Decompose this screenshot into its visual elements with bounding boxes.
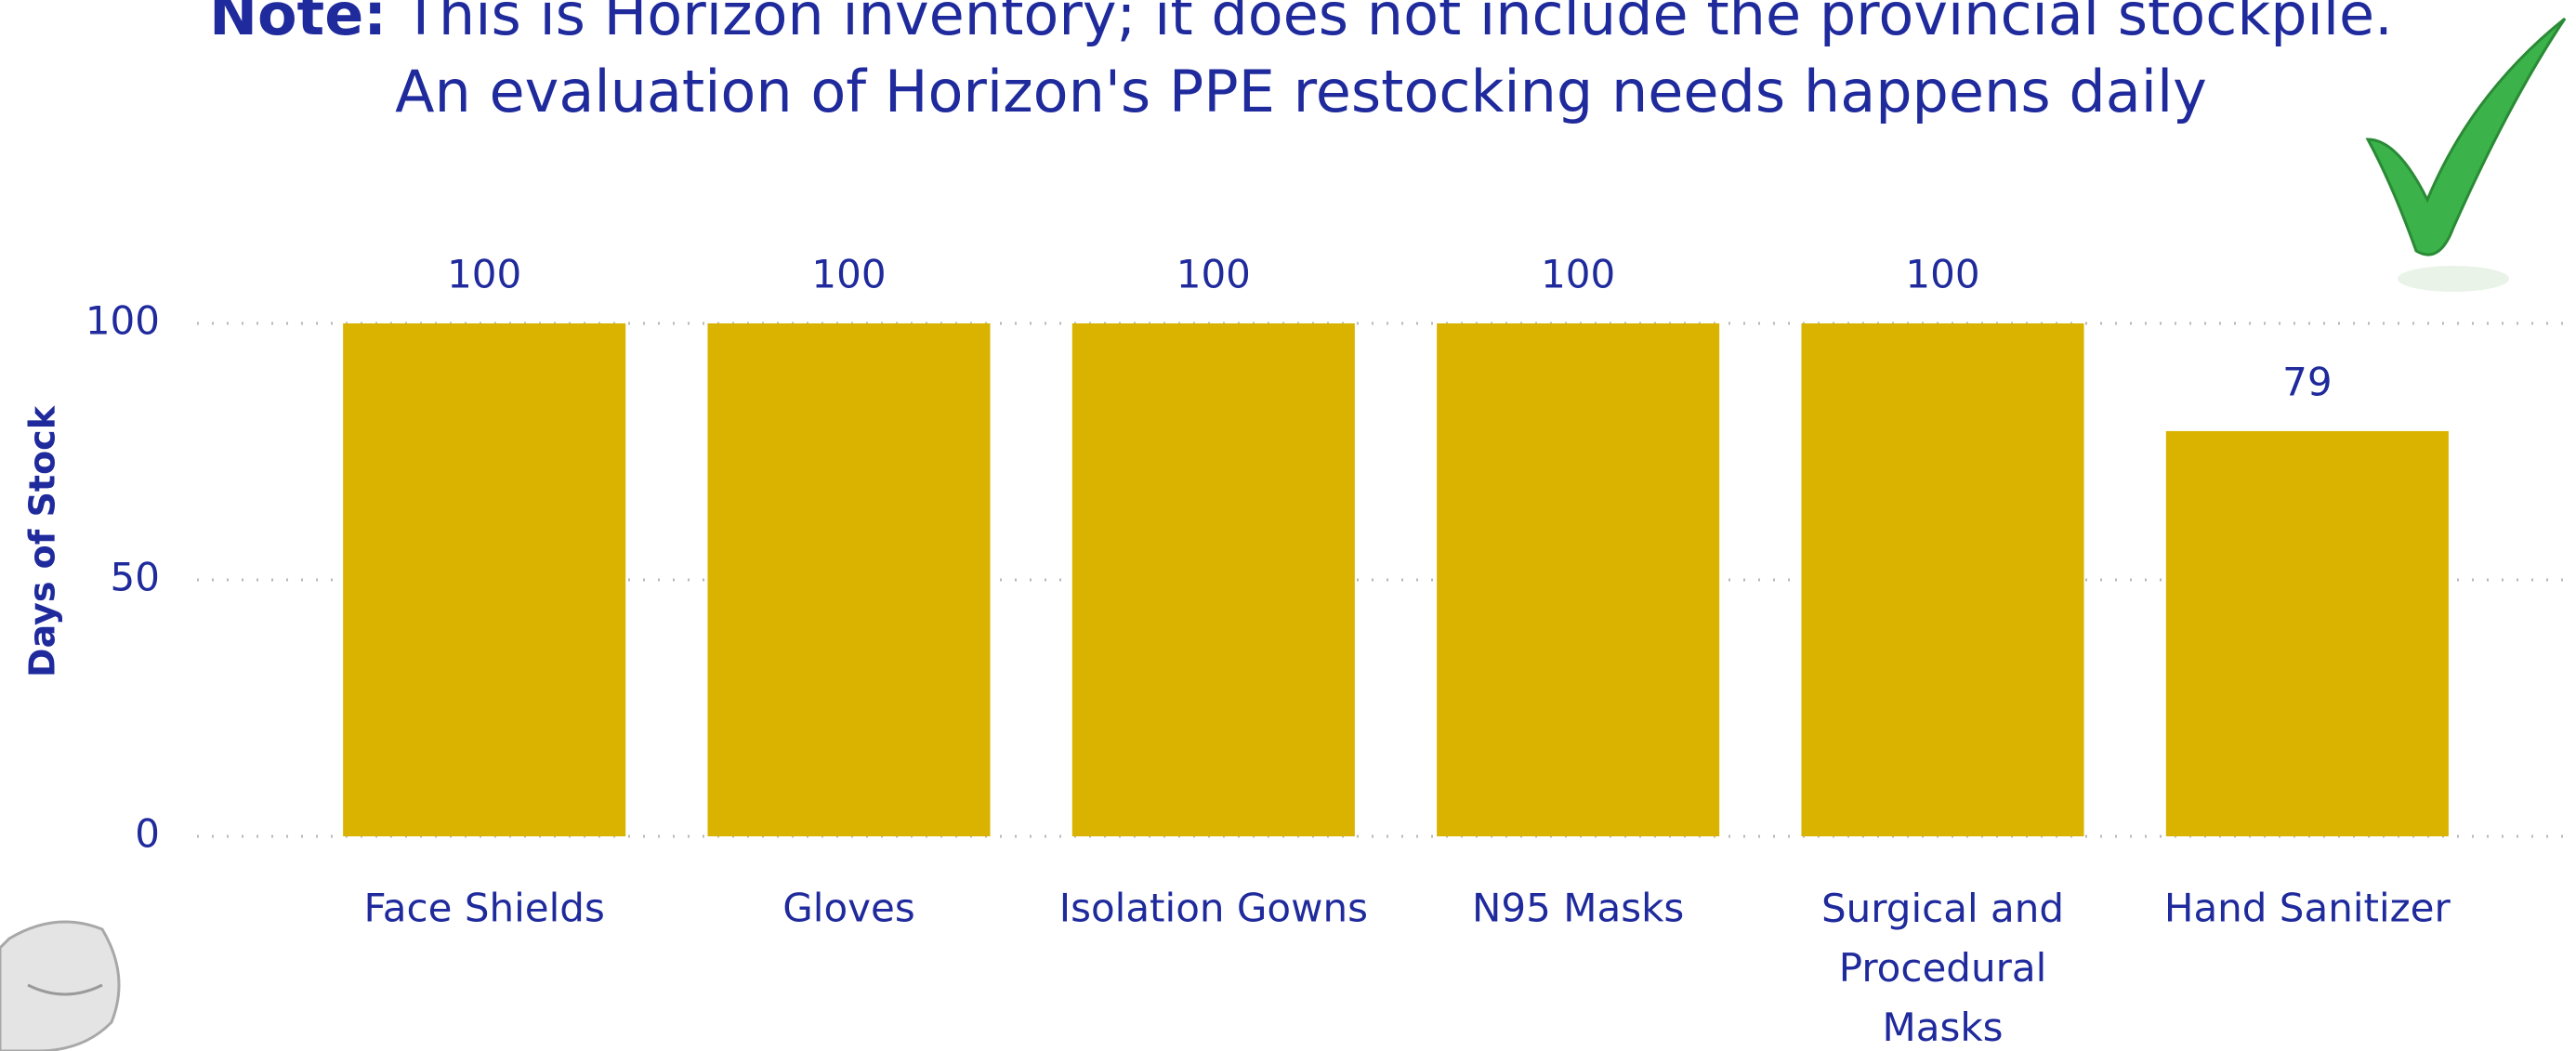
x-tick-label: Gloves bbox=[782, 886, 915, 931]
y-tick-label: 0 bbox=[135, 811, 160, 857]
data-label: 100 bbox=[1905, 252, 1979, 297]
check-icon bbox=[2368, 19, 2565, 292]
data-label: 100 bbox=[1176, 252, 1251, 297]
chart-subtitle: An evaluation of Horizon's PPE restockin… bbox=[395, 58, 2207, 125]
data-label: 100 bbox=[811, 252, 886, 297]
data-label: 100 bbox=[1541, 252, 1615, 297]
mask-icon bbox=[0, 922, 119, 1051]
title-text: This is Horizon inventory; it does not i… bbox=[402, 0, 2393, 48]
chart-title: Note: This is Horizon inventory; it does … bbox=[209, 0, 2393, 48]
x-tick-label: Hand Sanitizer bbox=[2164, 886, 2451, 931]
data-label: 100 bbox=[447, 252, 521, 297]
x-tick-label: Isolation Gowns bbox=[1059, 886, 1368, 931]
y-axis-label: Days of Stock bbox=[22, 405, 63, 677]
bar bbox=[1437, 323, 1719, 836]
bar bbox=[2166, 431, 2449, 836]
note-label: Note: bbox=[209, 0, 387, 48]
bar bbox=[343, 323, 625, 836]
y-tick-label: 100 bbox=[85, 298, 160, 344]
chart: Note: This is Horizon inventory; it does … bbox=[0, 0, 2576, 1051]
x-tick-label: N95 Masks bbox=[1472, 886, 1684, 931]
data-label: 79 bbox=[2282, 359, 2332, 404]
bar bbox=[707, 323, 990, 836]
y-tick-label: 50 bbox=[111, 555, 160, 600]
x-tick-label: Face Shields bbox=[364, 886, 605, 931]
bar bbox=[1801, 323, 2083, 836]
bar bbox=[1072, 323, 1355, 836]
